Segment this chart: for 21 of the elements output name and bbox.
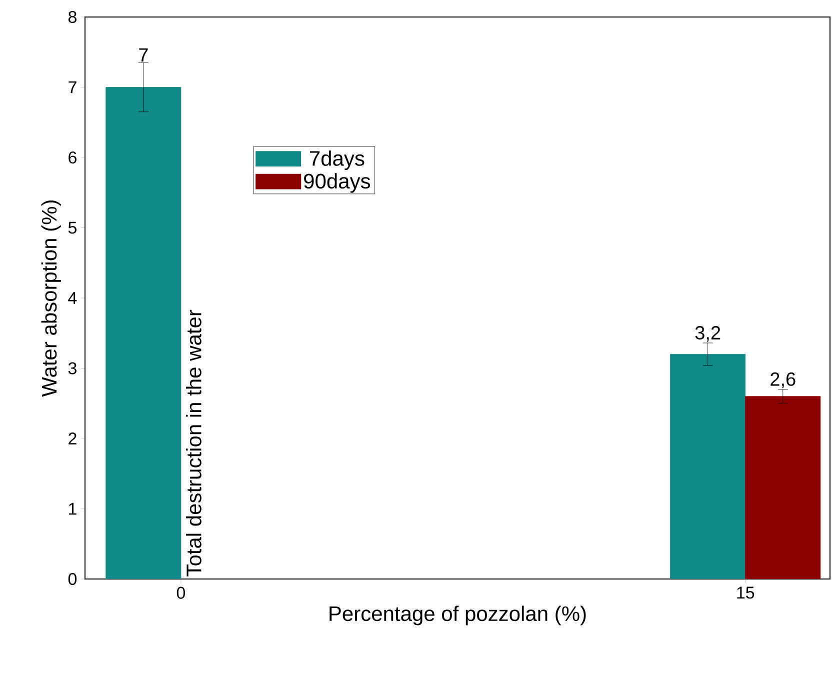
y-axis-title: Water absorption (%) xyxy=(41,200,61,397)
y-tick-label: 2 xyxy=(68,432,76,444)
y-tick-label: 1 xyxy=(69,502,76,515)
legend-label: 7days xyxy=(310,150,364,170)
y-tick-label: 3 xyxy=(68,362,76,374)
x-axis-title: Percentage of pozzolan (%) xyxy=(330,606,586,626)
y-tick-label: 4 xyxy=(68,292,77,304)
data-label: 3,2 xyxy=(695,326,720,342)
bar xyxy=(106,87,182,579)
legend-label: 90days xyxy=(304,173,370,193)
y-tick-label: 0 xyxy=(68,572,77,586)
bar xyxy=(670,354,746,579)
annotation: Total destruction in the water xyxy=(186,310,202,576)
y-tick-label: 7 xyxy=(68,81,76,94)
x-tick-label: 15 xyxy=(737,586,754,599)
y-tick-label: 6 xyxy=(68,151,76,164)
data-label: 2,6 xyxy=(770,372,796,388)
data-label: 7 xyxy=(139,48,148,62)
bar xyxy=(745,396,821,579)
y-tick-label: 5 xyxy=(68,222,76,234)
y-tick-label: 8 xyxy=(68,10,76,24)
